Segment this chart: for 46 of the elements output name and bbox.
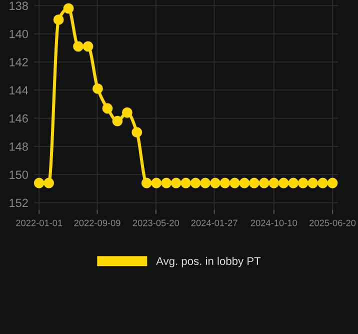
point [220, 178, 230, 188]
point [258, 178, 270, 188]
y-tick-label: 146 [10, 114, 28, 123]
point [161, 178, 172, 188]
x-tick-label: 2022-09-09 [74, 220, 120, 226]
x-tick-label: 2024-01-27 [191, 220, 238, 226]
point [132, 127, 142, 138]
y-tick-label: 138 [10, 2, 28, 10]
y-tick-label: 150 [10, 170, 28, 179]
y-tick-label: 142 [10, 58, 28, 66]
point [248, 178, 260, 188]
point [34, 178, 44, 188]
point [170, 178, 182, 188]
x-tick-label: 2024-10-10 [250, 220, 297, 226]
x-tick-label: 2025-06-20 [310, 220, 356, 226]
point [268, 178, 280, 188]
point [230, 178, 240, 188]
point [73, 41, 84, 52]
point [190, 178, 201, 188]
point [200, 178, 210, 188]
point [141, 178, 152, 188]
legend-label: Avg. pos. in lobby PT [156, 256, 261, 268]
point [102, 103, 113, 114]
x-tick-label: 2022-01-01 [16, 220, 62, 226]
point [63, 3, 74, 14]
point [82, 41, 94, 52]
point [112, 116, 123, 126]
point [151, 178, 162, 188]
point [278, 178, 289, 188]
x-tick-label: 2023-05-20 [132, 220, 180, 226]
point [180, 178, 192, 188]
point [210, 178, 220, 188]
point [44, 178, 54, 188]
point [288, 178, 299, 188]
point [298, 178, 308, 188]
point [239, 178, 250, 188]
y-tick-label: 140 [10, 30, 28, 38]
y-tick-label: 144 [10, 86, 28, 94]
point [122, 107, 132, 118]
point [92, 83, 103, 94]
point [53, 14, 64, 25]
point [308, 178, 318, 188]
y-tick-label: 148 [10, 142, 28, 151]
point [327, 178, 338, 188]
y-tick-label: 152 [10, 198, 28, 208]
point [318, 178, 328, 188]
